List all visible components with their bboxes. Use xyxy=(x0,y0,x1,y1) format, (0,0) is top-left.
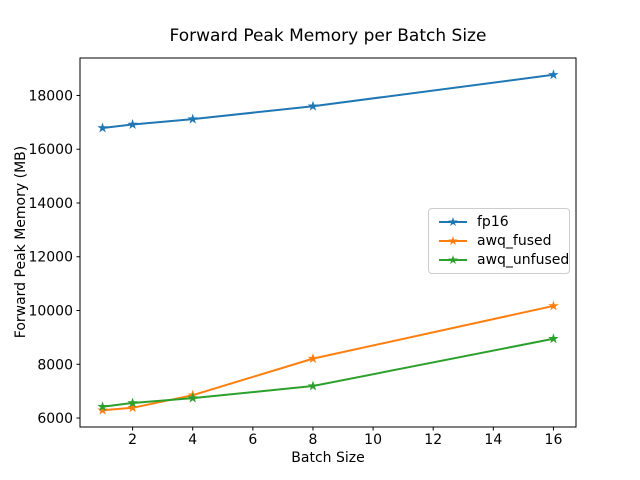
data-point-marker xyxy=(127,397,138,408)
data-point-marker xyxy=(187,392,198,403)
svg-text:6000: 6000 xyxy=(37,411,73,427)
series-awq_fused xyxy=(97,300,559,415)
y-axis-ticks: 6000 8000 10000 12000 14000 16000 18000 xyxy=(28,88,80,427)
series-fp16 xyxy=(97,69,559,133)
svg-text:2: 2 xyxy=(128,432,137,448)
data-point-marker xyxy=(127,402,138,413)
data-point-marker xyxy=(187,113,198,124)
legend-label: awq_unfused xyxy=(477,252,570,269)
svg-text:16: 16 xyxy=(545,432,563,448)
star-marker-icon xyxy=(439,216,467,226)
legend-label: fp16 xyxy=(477,213,509,230)
legend-item-awq-unfused: awq_unfused xyxy=(438,251,569,270)
data-point-marker xyxy=(307,353,319,364)
svg-text:12000: 12000 xyxy=(28,250,73,266)
svg-text:4: 4 xyxy=(188,432,197,448)
data-point-marker xyxy=(548,300,559,311)
data-point-marker xyxy=(307,100,319,111)
svg-text:8000: 8000 xyxy=(37,357,73,373)
data-point-marker xyxy=(307,380,319,391)
svg-text:14: 14 xyxy=(484,432,502,448)
svg-text:18000: 18000 xyxy=(28,88,73,104)
star-marker-icon xyxy=(439,235,467,246)
legend-item-awq-fused: awq_fused xyxy=(438,231,560,250)
data-point-marker xyxy=(548,333,559,344)
series-line-awq_unfused xyxy=(102,337,554,408)
series-line-awq_fused xyxy=(102,304,554,412)
data-point-marker xyxy=(127,119,138,129)
data-point-marker xyxy=(97,122,108,133)
data-point-marker xyxy=(548,69,559,80)
svg-text:12: 12 xyxy=(424,432,442,448)
y-axis-label: Forward Peak Memory (MB) xyxy=(13,145,29,339)
series-awq_unfused xyxy=(97,333,559,412)
svg-text:14000: 14000 xyxy=(28,196,73,212)
legend-label: awq_fused xyxy=(477,232,552,249)
legend: fp16 awq_fused awq_unfused xyxy=(428,208,570,274)
data-point-marker xyxy=(97,401,108,412)
x-axis-ticks: 2 4 6 8 10 12 14 16 xyxy=(128,427,562,448)
svg-text:16000: 16000 xyxy=(28,142,73,158)
data-point-marker xyxy=(97,404,108,415)
svg-text:8: 8 xyxy=(309,432,318,448)
svg-text:10: 10 xyxy=(364,432,382,448)
axes-spines xyxy=(79,57,577,428)
star-marker-icon xyxy=(439,255,467,265)
series-line-fp16 xyxy=(102,73,554,129)
x-axis-label: Batch Size xyxy=(291,450,365,466)
svg-text:6: 6 xyxy=(248,432,257,448)
legend-item-fp16: fp16 xyxy=(438,212,560,231)
chart-title: Forward Peak Memory per Batch Size xyxy=(169,26,487,46)
svg-text:10000: 10000 xyxy=(28,304,73,320)
